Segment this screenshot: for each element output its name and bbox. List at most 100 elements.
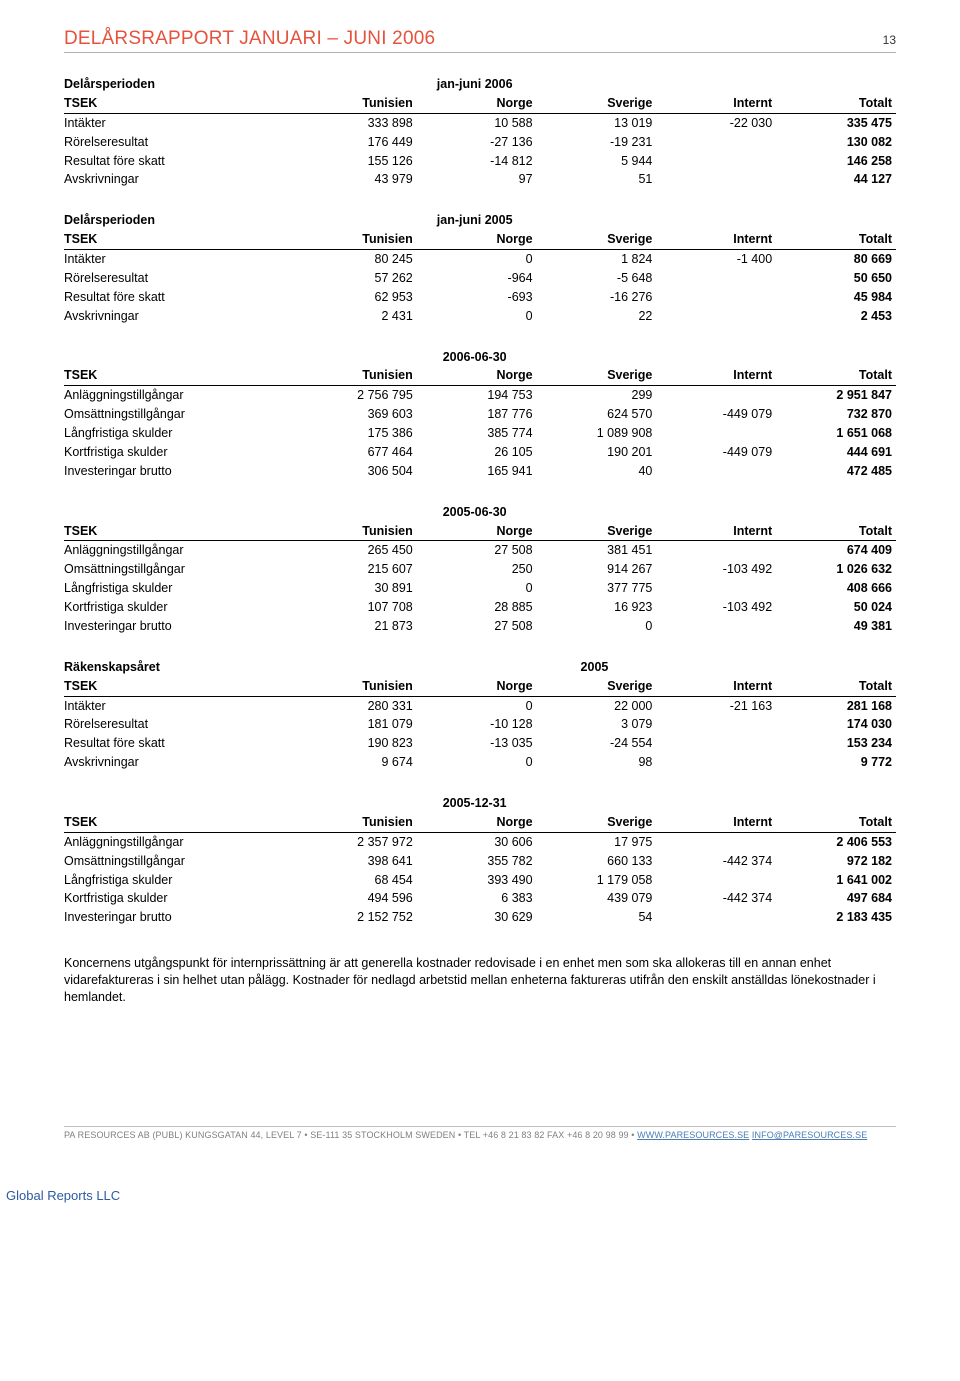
cell-value: 0 <box>417 696 537 715</box>
cell-value: 2 183 435 <box>776 908 896 927</box>
column-header: Sverige <box>537 94 657 113</box>
column-header: Internt <box>656 677 776 696</box>
column-header: Tunisien <box>297 366 417 385</box>
cell-value: 174 030 <box>776 715 896 734</box>
cell-value: 0 <box>537 617 657 636</box>
global-reports-mark: Global Reports LLC <box>6 1188 960 1203</box>
cell-value: 732 870 <box>776 405 896 424</box>
table-row: Rörelseresultat176 449-27 136-19 231130 … <box>64 133 896 152</box>
cell-value: 1 651 068 <box>776 424 896 443</box>
cell-value: 2 756 795 <box>297 386 417 405</box>
cell-value <box>656 715 776 734</box>
cell-value: 181 079 <box>297 715 417 734</box>
cell-value: -27 136 <box>417 133 537 152</box>
column-header: Norge <box>417 813 537 832</box>
cell-value: 28 885 <box>417 598 537 617</box>
cell-value <box>656 269 776 288</box>
cell-value: 146 258 <box>776 152 896 171</box>
footer-link-website[interactable]: WWW.PARESOURCES.SE <box>637 1130 749 1140</box>
table-row: Anläggningstillgångar2 756 795194 753299… <box>64 386 896 405</box>
cell-value: 13 019 <box>537 113 657 132</box>
cell-value: -19 231 <box>537 133 657 152</box>
cell-value: 190 823 <box>297 734 417 753</box>
period-label-right: jan-juni 2006 <box>417 75 537 94</box>
financial-table: Räkenskapsåret2005TSEKTunisienNorgeSveri… <box>64 658 896 772</box>
cell-value: 215 607 <box>297 560 417 579</box>
column-header: TSEK <box>64 522 297 541</box>
cell-value: 0 <box>417 753 537 772</box>
cell-value: 265 450 <box>297 541 417 560</box>
cell-value: 1 089 908 <box>537 424 657 443</box>
report-title: DELÅRSRAPPORT JANUARI – JUNI 2006 <box>64 28 435 50</box>
cell-value: 49 381 <box>776 617 896 636</box>
footer-text-tel: TEL +46 8 21 83 82 FAX +46 8 20 98 99 <box>461 1130 631 1140</box>
cell-value: 299 <box>537 386 657 405</box>
cell-value: 30 891 <box>297 579 417 598</box>
footer-text-mid: SE-111 35 STOCKHOLM SWEDEN <box>308 1130 458 1140</box>
cell-value: 30 606 <box>417 832 537 851</box>
cell-value: 2 406 553 <box>776 832 896 851</box>
page-footer: PA RESOURCES AB (PUBL) KUNGSGATAN 44, LE… <box>64 1126 896 1140</box>
column-header: Sverige <box>537 366 657 385</box>
cell-value: 27 508 <box>417 617 537 636</box>
financial-table: Delårsperiodenjan-juni 2006TSEKTunisienN… <box>64 75 896 189</box>
table-row: Intäkter80 24501 824-1 40080 669 <box>64 250 896 269</box>
cell-value: 165 941 <box>417 462 537 481</box>
column-header: Totalt <box>776 230 896 249</box>
cell-value: 175 386 <box>297 424 417 443</box>
cell-value: 107 708 <box>297 598 417 617</box>
cell-value: 51 <box>537 170 657 189</box>
table-row: Investeringar brutto306 504165 94140472 … <box>64 462 896 481</box>
cell-value <box>656 871 776 890</box>
column-header: Sverige <box>537 813 657 832</box>
cell-value: 439 079 <box>537 889 657 908</box>
row-label: Avskrivningar <box>64 307 297 326</box>
cell-value <box>656 386 776 405</box>
row-label: Omsättningstillgångar <box>64 560 297 579</box>
cell-value: 62 953 <box>297 288 417 307</box>
cell-value: 408 666 <box>776 579 896 598</box>
table-row: Avskrivningar9 6740989 772 <box>64 753 896 772</box>
period-label-left <box>64 794 297 813</box>
cell-value: 22 <box>537 307 657 326</box>
cell-value <box>656 170 776 189</box>
period-label-right: 2005 <box>537 658 657 677</box>
column-header: Internt <box>656 230 776 249</box>
cell-value <box>656 424 776 443</box>
cell-value: 355 782 <box>417 852 537 871</box>
row-label: Investeringar brutto <box>64 462 297 481</box>
table-row: Långfristiga skulder175 386385 7741 089 … <box>64 424 896 443</box>
table-row: Långfristiga skulder30 8910377 775408 66… <box>64 579 896 598</box>
cell-value: 2 152 752 <box>297 908 417 927</box>
cell-value: 333 898 <box>297 113 417 132</box>
cell-value: 97 <box>417 170 537 189</box>
period-label-left <box>64 503 297 522</box>
column-header: Internt <box>656 94 776 113</box>
footer-link-email[interactable]: INFO@PARESOURCES.SE <box>752 1130 867 1140</box>
cell-value: 68 454 <box>297 871 417 890</box>
table-row: Avskrivningar43 979975144 127 <box>64 170 896 189</box>
cell-value: -103 492 <box>656 598 776 617</box>
cell-value: 98 <box>537 753 657 772</box>
cell-value: 40 <box>537 462 657 481</box>
cell-value: -693 <box>417 288 537 307</box>
row-label: Kortfristiga skulder <box>64 598 297 617</box>
table-row: Rörelseresultat57 262-964-5 64850 650 <box>64 269 896 288</box>
cell-value: 54 <box>537 908 657 927</box>
table-row: Investeringar brutto2 152 75230 629542 1… <box>64 908 896 927</box>
cell-value: 22 000 <box>537 696 657 715</box>
tables-region: Delårsperioden jan-juni 2006 TSEK Tunisien N… <box>64 75 896 927</box>
table-row: Långfristiga skulder68 454393 4901 179 0… <box>64 871 896 890</box>
row-label: Anläggningstillgångar <box>64 832 297 851</box>
column-header: Sverige <box>537 230 657 249</box>
cell-value: 393 490 <box>417 871 537 890</box>
table-row: Anläggningstillgångar2 357 97230 60617 9… <box>64 832 896 851</box>
cell-value: 381 451 <box>537 541 657 560</box>
cell-value: 369 603 <box>297 405 417 424</box>
cell-value <box>656 152 776 171</box>
table-row: Intäkter280 331022 000-21 163281 168 <box>64 696 896 715</box>
cell-value: 660 133 <box>537 852 657 871</box>
period-label-left: Delårsperioden <box>64 211 297 230</box>
cell-value: 30 629 <box>417 908 537 927</box>
cell-value: 1 026 632 <box>776 560 896 579</box>
